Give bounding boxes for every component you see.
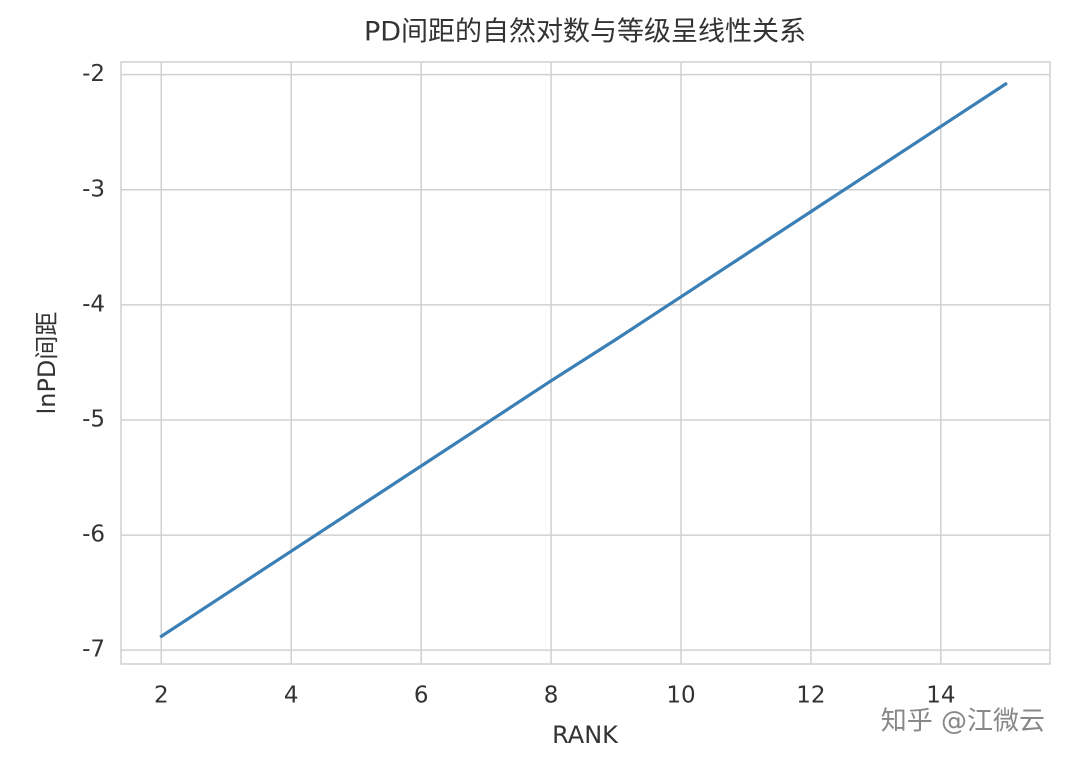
y-tick-label: -4: [82, 291, 105, 317]
line: [159, 82, 1008, 638]
chart-title: PD间距的自然对数与等级呈线性关系: [364, 17, 806, 48]
x-tick-label: 12: [796, 683, 825, 709]
x-tick-label: 8: [544, 683, 559, 709]
x-tick-label: 2: [154, 683, 169, 709]
y-tick-label: -2: [82, 61, 105, 87]
y-tick-label: -3: [82, 176, 105, 202]
plot-area: [120, 61, 1051, 665]
y-tick-label: -6: [82, 522, 105, 548]
x-tick-label: 10: [666, 683, 695, 709]
x-tick-label: 14: [926, 683, 955, 709]
y-tick-label: -7: [82, 637, 105, 663]
x-tick-label: 6: [414, 683, 429, 709]
y-axis-label: lnPD间距: [33, 312, 61, 415]
x-tick-label: 4: [284, 683, 299, 709]
watermark: 知乎 @江微云: [881, 707, 1045, 737]
y-tick-label: -5: [82, 406, 105, 432]
x-axis-label: RANK: [552, 721, 619, 749]
